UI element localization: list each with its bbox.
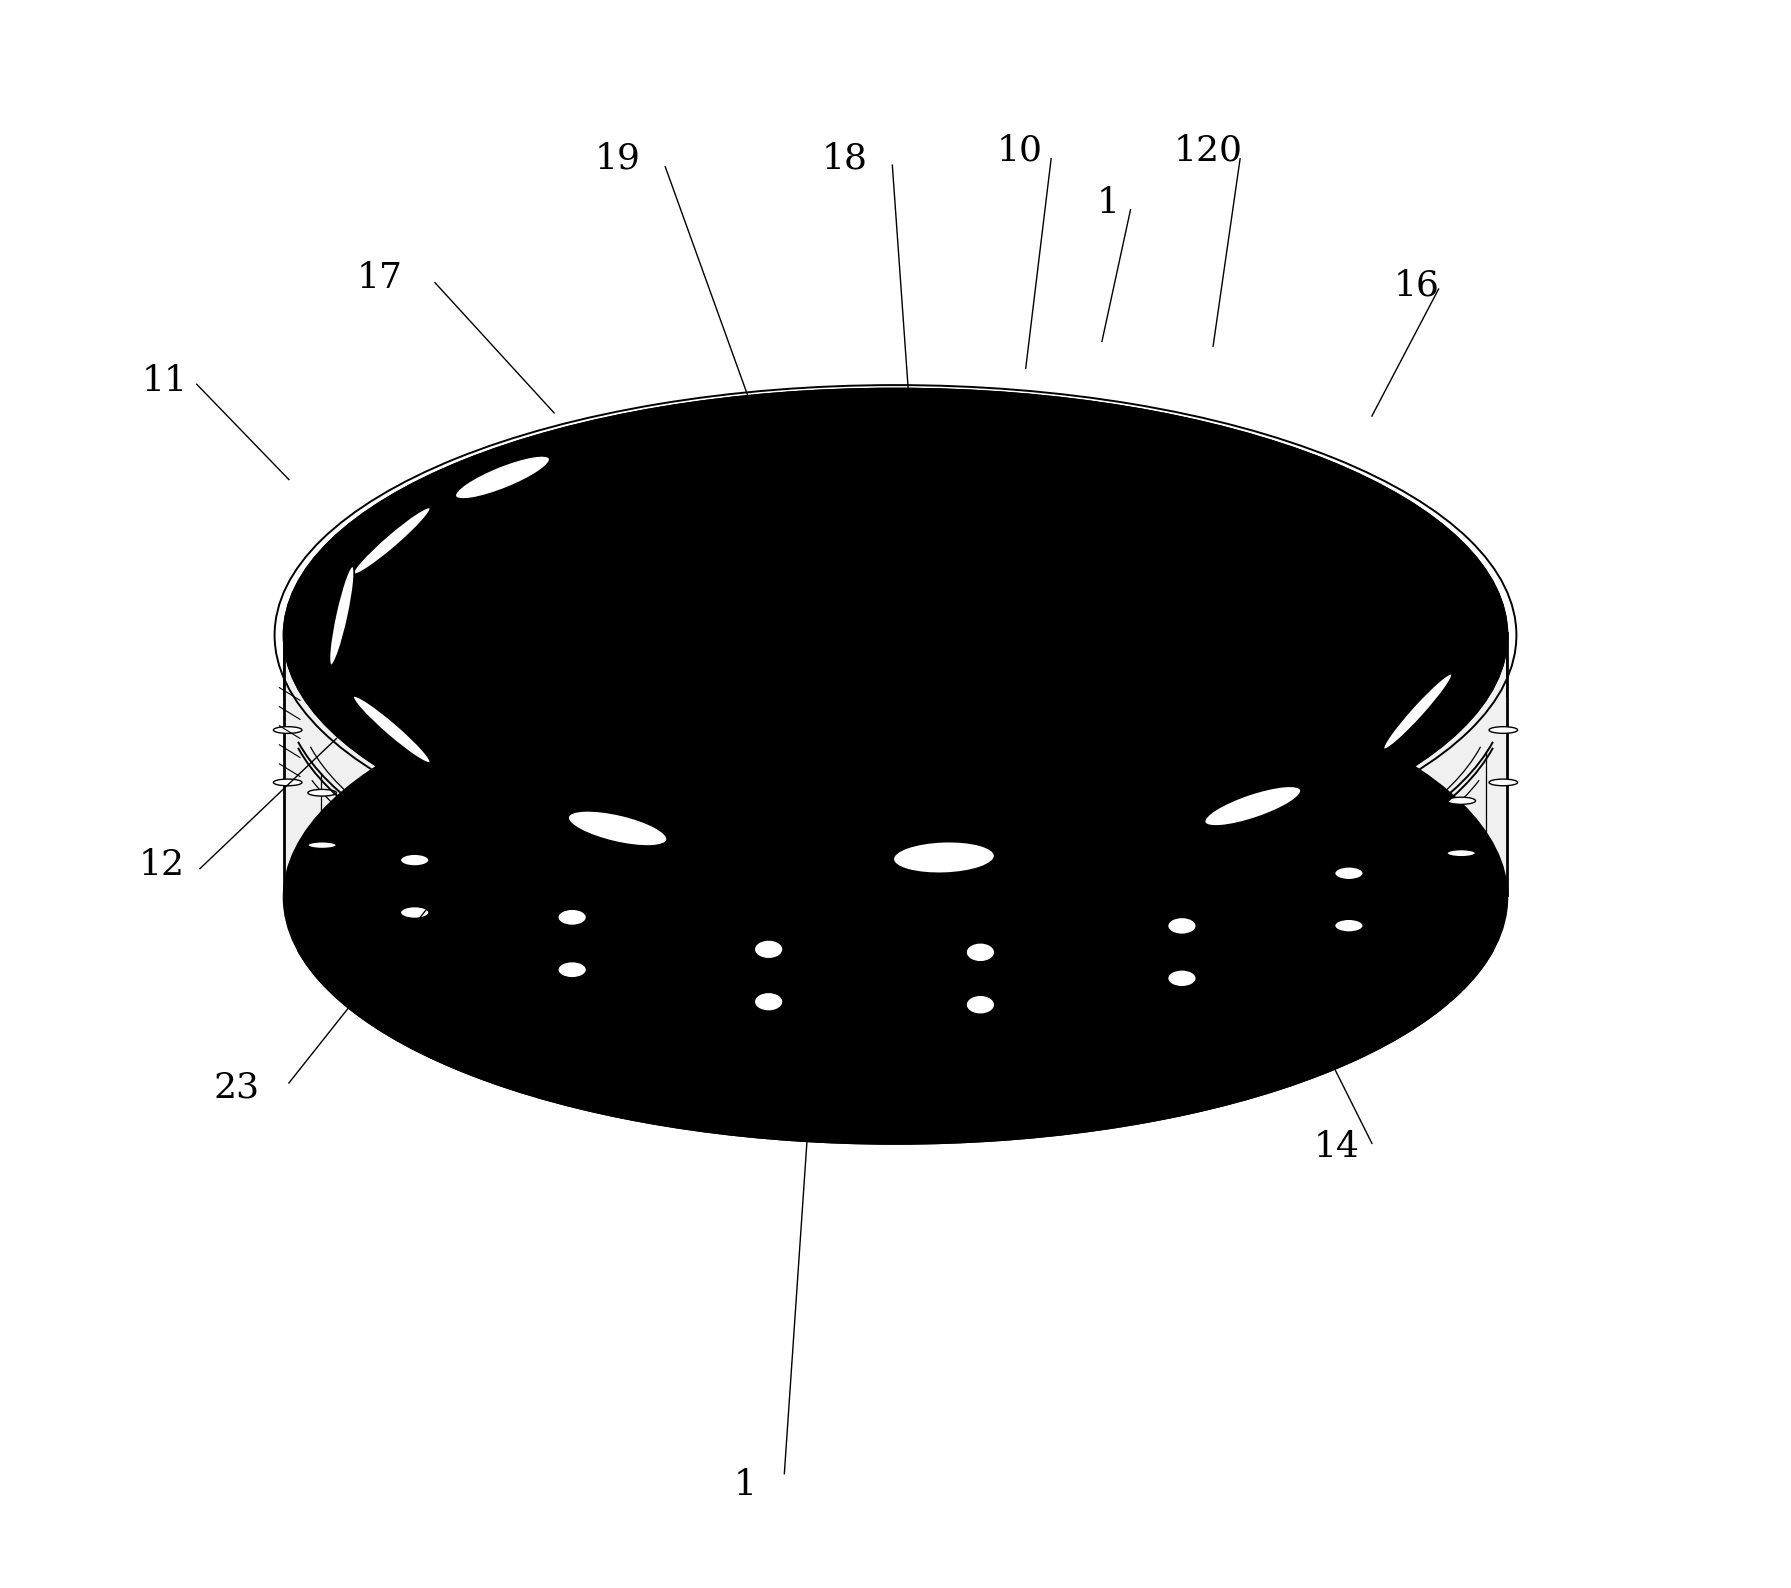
Ellipse shape — [353, 696, 430, 764]
Ellipse shape — [1168, 970, 1196, 986]
Ellipse shape — [353, 507, 430, 575]
Ellipse shape — [274, 780, 303, 786]
Ellipse shape — [1168, 918, 1196, 934]
Ellipse shape — [568, 811, 668, 846]
Text: 11: 11 — [141, 364, 188, 399]
Ellipse shape — [308, 842, 337, 848]
Ellipse shape — [894, 842, 994, 873]
Ellipse shape — [754, 940, 783, 959]
Ellipse shape — [1488, 727, 1517, 734]
Text: 12: 12 — [140, 848, 184, 883]
Polygon shape — [285, 635, 1506, 1143]
Ellipse shape — [274, 727, 303, 734]
Ellipse shape — [965, 996, 994, 1015]
Ellipse shape — [285, 651, 1506, 1143]
Ellipse shape — [557, 962, 586, 978]
Text: 14: 14 — [1315, 1129, 1359, 1164]
Text: 1: 1 — [1096, 186, 1119, 221]
Text: 1: 1 — [733, 1467, 756, 1502]
Text: 17: 17 — [356, 260, 403, 295]
Ellipse shape — [1488, 780, 1517, 786]
Ellipse shape — [330, 565, 355, 665]
Ellipse shape — [455, 456, 550, 499]
Ellipse shape — [1334, 867, 1363, 880]
Ellipse shape — [1447, 850, 1476, 858]
Ellipse shape — [1205, 786, 1300, 826]
Ellipse shape — [1334, 919, 1363, 932]
Text: 2: 2 — [924, 1078, 947, 1113]
Ellipse shape — [754, 992, 783, 1012]
Ellipse shape — [396, 435, 1395, 835]
Ellipse shape — [308, 789, 337, 796]
Text: 18: 18 — [822, 141, 867, 176]
Text: 10: 10 — [996, 133, 1042, 168]
Ellipse shape — [401, 854, 430, 865]
Text: 23: 23 — [213, 1070, 260, 1105]
Ellipse shape — [557, 910, 586, 926]
Ellipse shape — [530, 489, 1261, 781]
Ellipse shape — [965, 943, 994, 962]
Text: 120: 120 — [1173, 133, 1243, 168]
Ellipse shape — [285, 389, 1506, 881]
Ellipse shape — [1447, 797, 1476, 805]
Text: 19: 19 — [595, 141, 641, 176]
Ellipse shape — [401, 907, 430, 918]
Text: 16: 16 — [1393, 268, 1440, 303]
Ellipse shape — [1383, 673, 1453, 750]
